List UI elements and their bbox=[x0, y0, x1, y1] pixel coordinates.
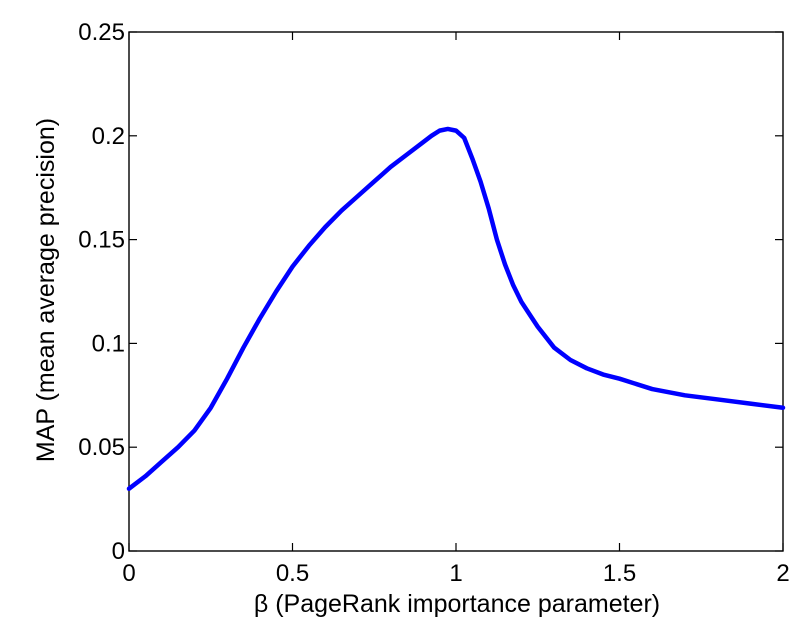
y-tick-label: 0.1 bbox=[92, 330, 125, 357]
x-tick-label: 1 bbox=[449, 560, 462, 587]
x-axis-label: β (PageRank importance parameter) bbox=[254, 590, 660, 618]
series-group bbox=[126, 126, 786, 491]
x-tick-label: 2 bbox=[776, 560, 789, 587]
axis-ticks bbox=[128, 31, 784, 552]
x-tick-label: 1.5 bbox=[603, 560, 636, 587]
x-tick-label: 0.5 bbox=[276, 560, 309, 587]
y-tick-label: 0.15 bbox=[78, 227, 125, 254]
plot-frame bbox=[128, 31, 784, 552]
y-tick-label: 0 bbox=[112, 538, 125, 565]
y-tick-label: 0.2 bbox=[92, 123, 125, 150]
tick-labels: 0 0.5 1 1.5 2 0 0.05 0.1 0.15 0.2 0.25 bbox=[78, 19, 789, 587]
y-axis-label: MAP (mean average precision) bbox=[32, 118, 60, 462]
x-tick-label: 0 bbox=[122, 560, 135, 587]
plot-area-frame bbox=[128, 31, 784, 552]
y-tick-label: 0.05 bbox=[78, 434, 125, 461]
series-line bbox=[126, 126, 786, 491]
y-tick-label: 0.25 bbox=[78, 19, 125, 46]
